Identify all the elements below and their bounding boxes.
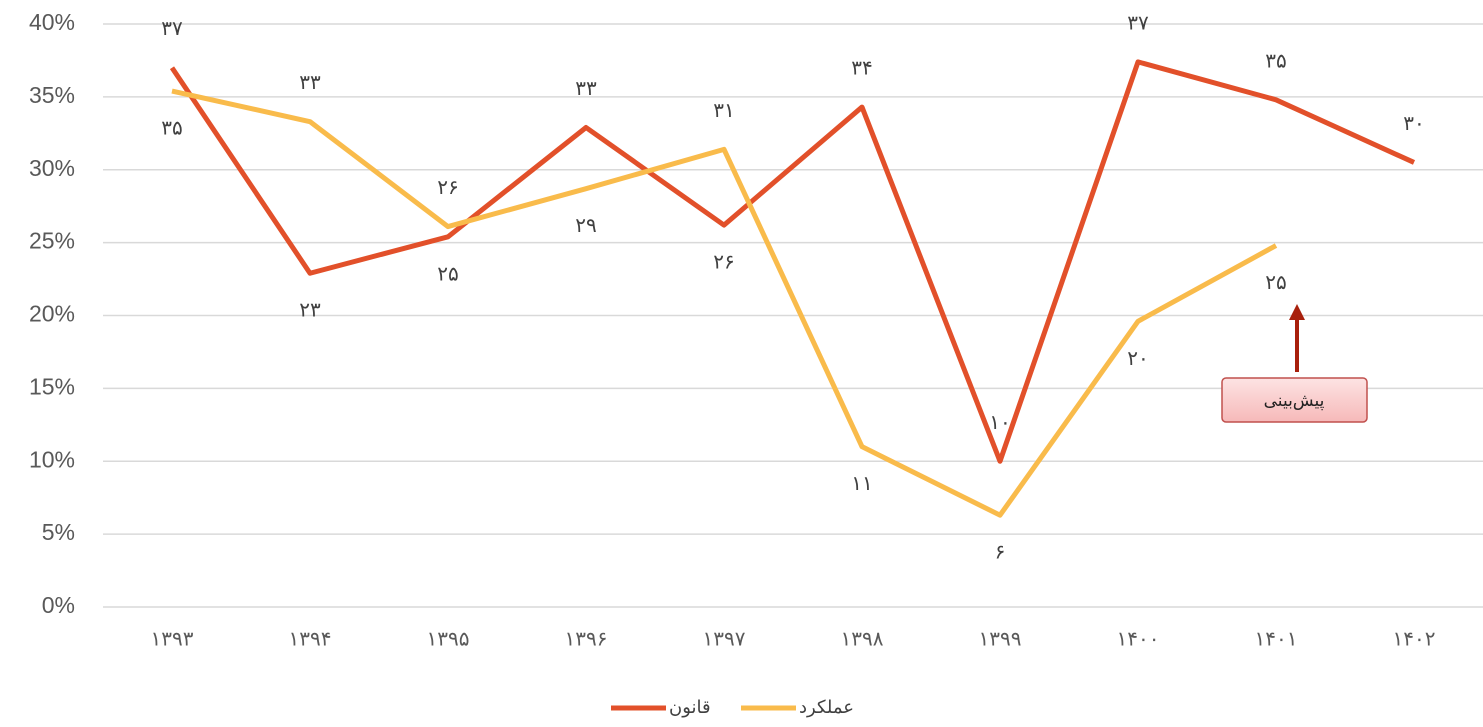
series-line <box>171 88 1278 518</box>
y-tick-label: 0% <box>42 592 75 618</box>
x-tick-label: ۱۳۹۶ <box>565 627 608 651</box>
x-tick-label: ۱۳۹۳ <box>151 627 194 651</box>
annotation-arrowhead <box>1289 304 1305 320</box>
y-tick-label: 25% <box>29 228 75 254</box>
data-label: ۲۶ <box>437 175 458 199</box>
y-tick-label: 20% <box>29 301 75 327</box>
x-tick-label: ۱۳۹۸ <box>841 627 884 651</box>
x-tick-label: ۱۳۹۹ <box>979 627 1022 651</box>
y-tick-label: 40% <box>29 9 75 35</box>
data-label: ۳۱ <box>713 98 734 122</box>
data-label: ۲۶ <box>713 250 734 274</box>
data-label: ۳۵ <box>1265 48 1286 72</box>
annotation-text: پیش‌بینی <box>1264 391 1325 411</box>
legend: قانون عملکرد <box>611 697 854 718</box>
data-label: ۳۰ <box>1403 111 1424 135</box>
data-label: ۱۱ <box>851 471 872 495</box>
series-line <box>169 59 1416 464</box>
x-tick-label: ۱۴۰۲ <box>1393 627 1436 651</box>
legend-label: عملکرد <box>799 697 854 718</box>
y-tick-label: 15% <box>29 373 75 399</box>
x-tick-label: ۱۴۰۱ <box>1255 627 1298 651</box>
data-label: ۲۳ <box>299 298 321 322</box>
y-tick-label: 5% <box>42 519 75 545</box>
annotation-box <box>1221 377 1368 423</box>
x-tick-label: ۱۴۰۰ <box>1117 627 1160 651</box>
x-tick-label: ۱۳۹۴ <box>289 627 332 651</box>
x-tick-label: ۱۳۹۷ <box>703 627 746 651</box>
data-label: ۲۰ <box>1127 346 1148 370</box>
data-label: ۲۵ <box>1265 270 1286 294</box>
data-label: ۳۴ <box>851 56 872 80</box>
y-tick-label: 30% <box>29 155 75 181</box>
labels: 0% 5% 10% 15% 20% 25% 30% 35% 40% ۱۳۹۳ ۱۳۹۴ ۱۳۹۵ ۱۳۹… <box>29 9 1436 650</box>
data-label: ۳۳ <box>299 70 321 94</box>
data-label: ۶ <box>995 540 1006 564</box>
data-label: ۳۵ <box>161 116 182 140</box>
lines <box>169 59 1416 518</box>
data-label: ۳۷ <box>161 16 183 40</box>
data-label: ۱۰ <box>989 410 1010 434</box>
y-tick-label: 35% <box>29 82 75 108</box>
legend-label: قانون <box>669 697 711 718</box>
data-label: ۳۳ <box>575 76 597 100</box>
data-label: ۲۹ <box>575 213 596 237</box>
grid <box>103 23 1483 608</box>
data-label: ۲۵ <box>437 261 458 285</box>
x-tick-label: ۱۳۹۵ <box>427 627 470 651</box>
y-tick-label: 10% <box>29 446 75 472</box>
data-label: ۳۷ <box>1127 10 1149 34</box>
